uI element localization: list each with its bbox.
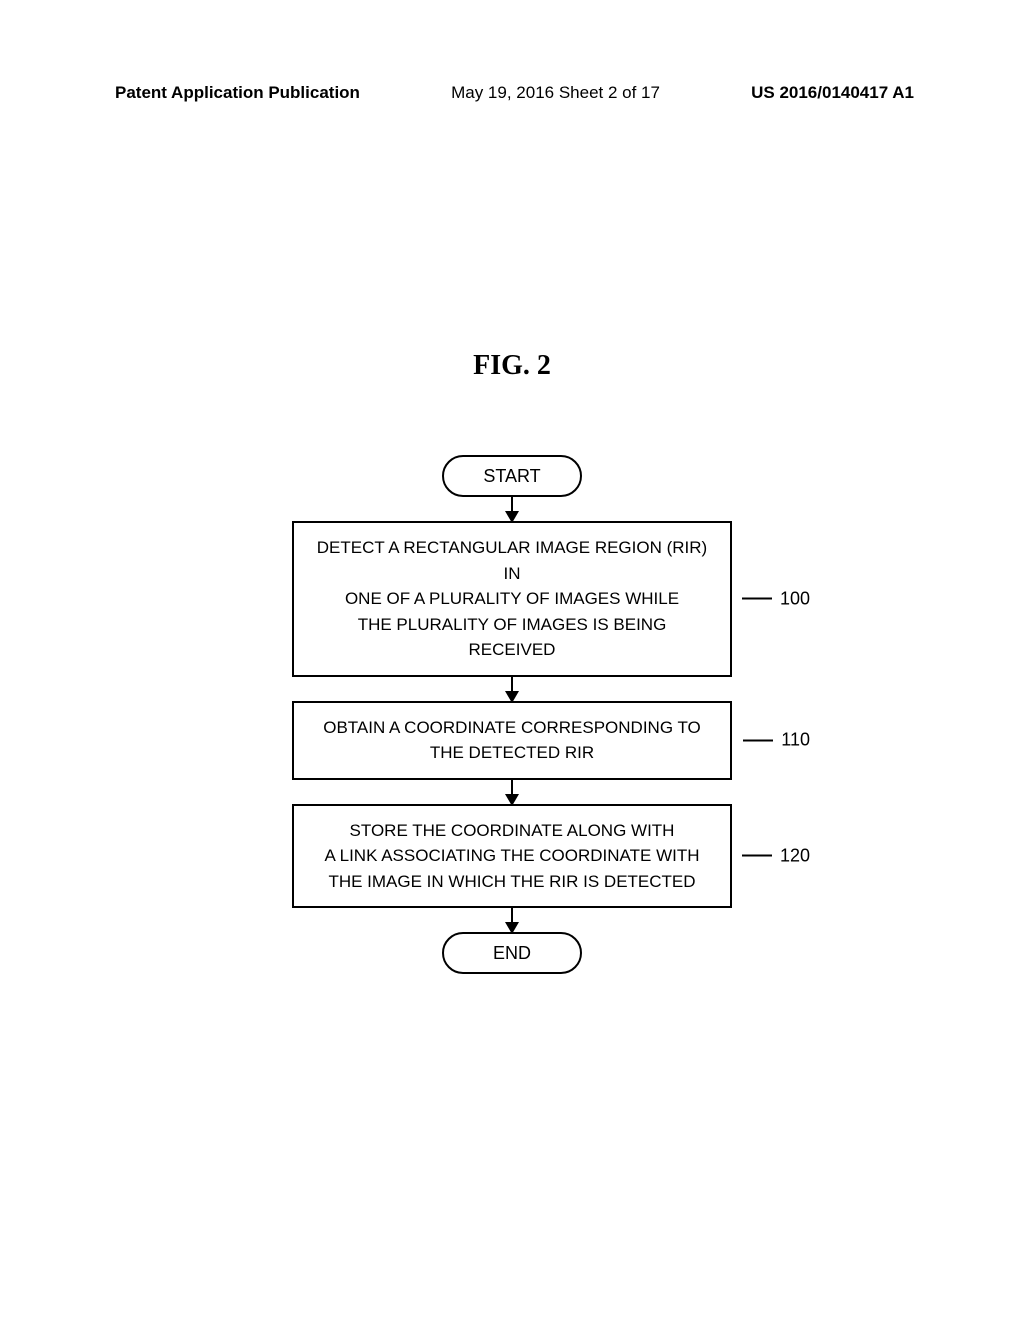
step-number-label: 100 [742,585,810,612]
connector-arrow [511,677,513,701]
header-sheet-info: May 19, 2016 Sheet 2 of 17 [451,83,660,103]
process-box-3: STORE THE COORDINATE ALONG WITH A LINK A… [292,804,732,909]
process-box-1: DETECT A RECTANGULAR IMAGE REGION (RIR) … [292,521,732,677]
end-terminator: END [442,932,582,974]
start-terminator: START [442,455,582,497]
connector-arrow [511,908,513,932]
header-patent-number: US 2016/0140417 A1 [751,83,914,103]
step-number-label: 110 [743,727,810,754]
process-text: DETECT A RECTANGULAR IMAGE REGION (RIR) … [314,535,710,586]
figure-title: FIG. 2 [473,350,551,382]
step-number-label: 120 [742,842,810,869]
header-publication: Patent Application Publication [115,83,360,103]
step-container: STORE THE COORDINATE ALONG WITH A LINK A… [232,804,792,909]
end-label: END [493,943,531,964]
step-container: DETECT A RECTANGULAR IMAGE REGION (RIR) … [232,521,792,677]
process-box-2: OBTAIN A COORDINATE CORRESPONDING TO THE… [292,701,732,780]
flowchart: START DETECT A RECTANGULAR IMAGE REGION … [232,455,792,974]
page-header: Patent Application Publication May 19, 2… [0,83,1024,103]
process-text: ONE OF A PLURALITY OF IMAGES WHILE [314,586,710,612]
process-text: OBTAIN A COORDINATE CORRESPONDING TO [314,715,710,741]
process-text: STORE THE COORDINATE ALONG WITH [314,818,710,844]
process-text: THE PLURALITY OF IMAGES IS BEING RECEIVE… [314,612,710,663]
step-container: OBTAIN A COORDINATE CORRESPONDING TO THE… [232,701,792,780]
connector-arrow [511,497,513,521]
connector-arrow [511,780,513,804]
process-text: THE DETECTED RIR [314,740,710,766]
process-text: A LINK ASSOCIATING THE COORDINATE WITH [314,843,710,869]
process-text: THE IMAGE IN WHICH THE RIR IS DETECTED [314,869,710,895]
start-label: START [483,466,540,487]
